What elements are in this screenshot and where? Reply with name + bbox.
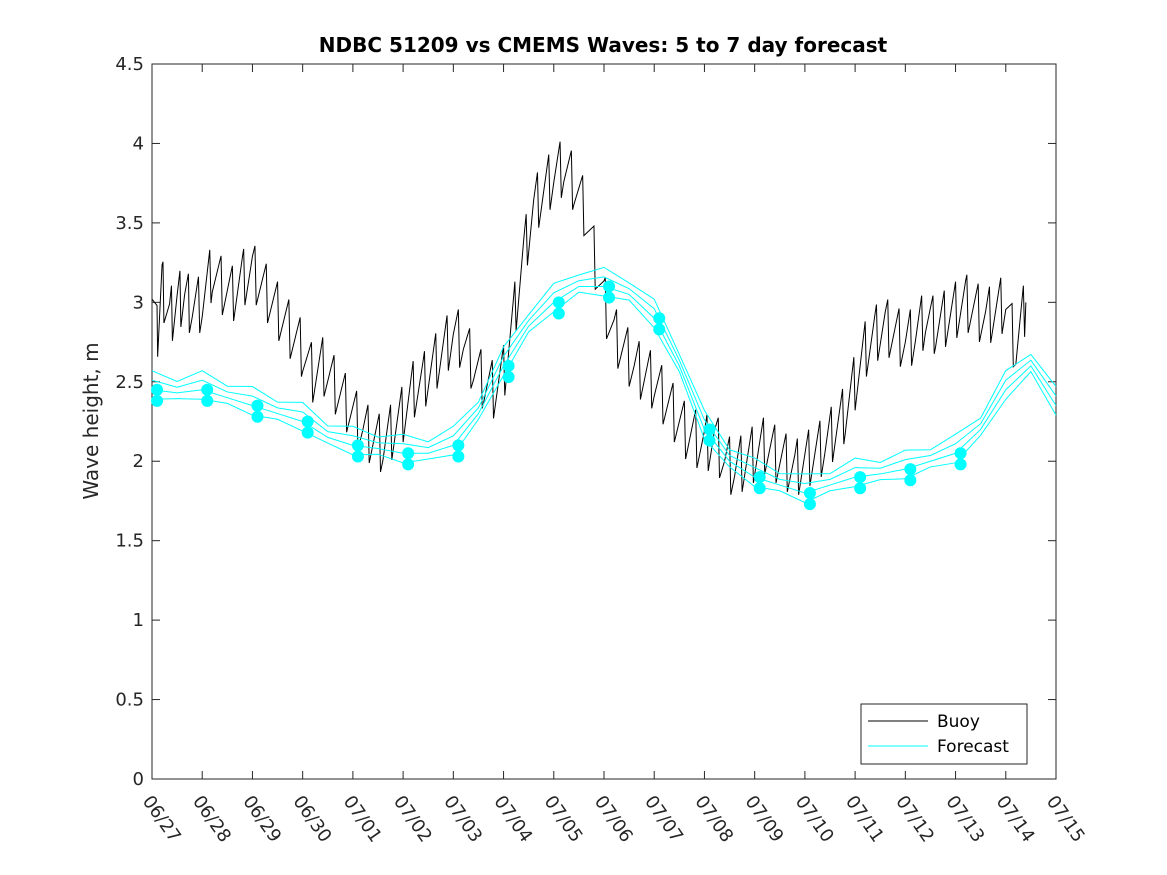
forecast-marker	[151, 383, 164, 396]
forecast-marker	[904, 474, 917, 487]
x-tick-label: 07/11	[841, 792, 888, 847]
y-tick-label: 4	[133, 133, 144, 154]
forecast-marker	[402, 447, 415, 460]
x-tick-label: 06/28	[188, 792, 235, 847]
y-tick-label: 1	[133, 610, 144, 631]
forecast-marker	[854, 482, 867, 495]
chart-title: NDBC 51209 vs CMEMS Waves: 5 to 7 day fo…	[319, 33, 888, 57]
y-axis-label: Wave height, m	[79, 342, 103, 499]
y-tick-label: 1.5	[115, 531, 144, 552]
series-forecast-line	[151, 276, 1057, 484]
x-tick-label: 06/29	[238, 792, 285, 847]
series-forecast-line	[151, 266, 1057, 475]
x-tick-label: 07/04	[489, 792, 536, 847]
forecast-marker	[251, 399, 264, 412]
y-axis: 0 0.5 1 1.5 2 2.5 3 3.5 4 4.5	[115, 54, 1056, 790]
x-tick-label: 07/08	[690, 792, 737, 847]
forecast-marker	[753, 471, 766, 484]
forecast-marker	[201, 394, 214, 407]
x-tick-label: 06/30	[289, 792, 336, 847]
x-tick-label: 07/14	[992, 792, 1039, 847]
x-tick-label: 07/12	[891, 792, 938, 847]
forecast-marker	[653, 312, 666, 325]
y-tick-label: 3	[133, 292, 144, 313]
x-tick-label: 07/09	[741, 792, 788, 847]
y-tick-label: 2.5	[115, 372, 144, 393]
y-tick-label: 0	[133, 769, 144, 790]
forecast-marker	[502, 359, 515, 372]
forecast-marker	[803, 487, 816, 499]
plot-area	[151, 63, 1057, 780]
forecast-marker	[502, 371, 515, 384]
forecast-marker	[351, 439, 364, 452]
x-tick-label: 06/27	[138, 792, 185, 847]
y-tick-label: 0.5	[115, 690, 144, 711]
forecast-marker	[151, 394, 164, 407]
x-tick-label: 07/15	[1042, 792, 1089, 847]
x-tick-label: 07/01	[339, 792, 386, 847]
forecast-marker	[452, 450, 465, 463]
x-tick-label: 07/06	[590, 792, 637, 847]
legend-box	[860, 703, 1028, 765]
x-tick-label: 07/03	[439, 792, 486, 847]
forecast-marker	[603, 291, 616, 304]
forecast-marker	[351, 450, 364, 463]
x-tick-label: 07/02	[389, 792, 436, 847]
forecast-marker	[854, 471, 867, 484]
forecast-marker	[402, 458, 415, 471]
x-tick-label: 07/07	[640, 792, 687, 847]
forecast-marker	[251, 410, 264, 423]
forecast-marker	[452, 439, 465, 452]
legend-forecast-label: Forecast	[937, 737, 1009, 757]
series-layer	[151, 141, 1057, 511]
forecast-marker	[552, 296, 565, 309]
forecast-marker	[703, 423, 716, 436]
forecast-marker	[703, 434, 716, 447]
x-tick-label: 07/10	[791, 792, 838, 847]
series-buoy-line	[151, 141, 1027, 495]
y-tick-label: 2	[133, 451, 144, 472]
x-tick-label: 07/05	[540, 792, 587, 847]
forecast-marker	[954, 458, 967, 471]
forecast-marker	[301, 415, 314, 428]
forecast-marker	[954, 447, 967, 460]
forecast-marker	[904, 463, 917, 476]
legend-buoy-label: Buoy	[937, 712, 980, 732]
forecast-marker	[201, 383, 214, 396]
forecast-marker	[653, 323, 666, 336]
forecast-marker	[753, 482, 766, 495]
y-tick-label: 4.5	[115, 54, 144, 75]
x-tick-label: 07/13	[941, 792, 988, 847]
forecast-marker	[603, 280, 616, 293]
forecast-marker	[301, 426, 314, 439]
forecast-marker	[803, 498, 816, 511]
y-tick-label: 3.5	[115, 213, 144, 234]
legend: Buoy Forecast	[860, 703, 1028, 765]
forecast-marker	[552, 307, 565, 320]
